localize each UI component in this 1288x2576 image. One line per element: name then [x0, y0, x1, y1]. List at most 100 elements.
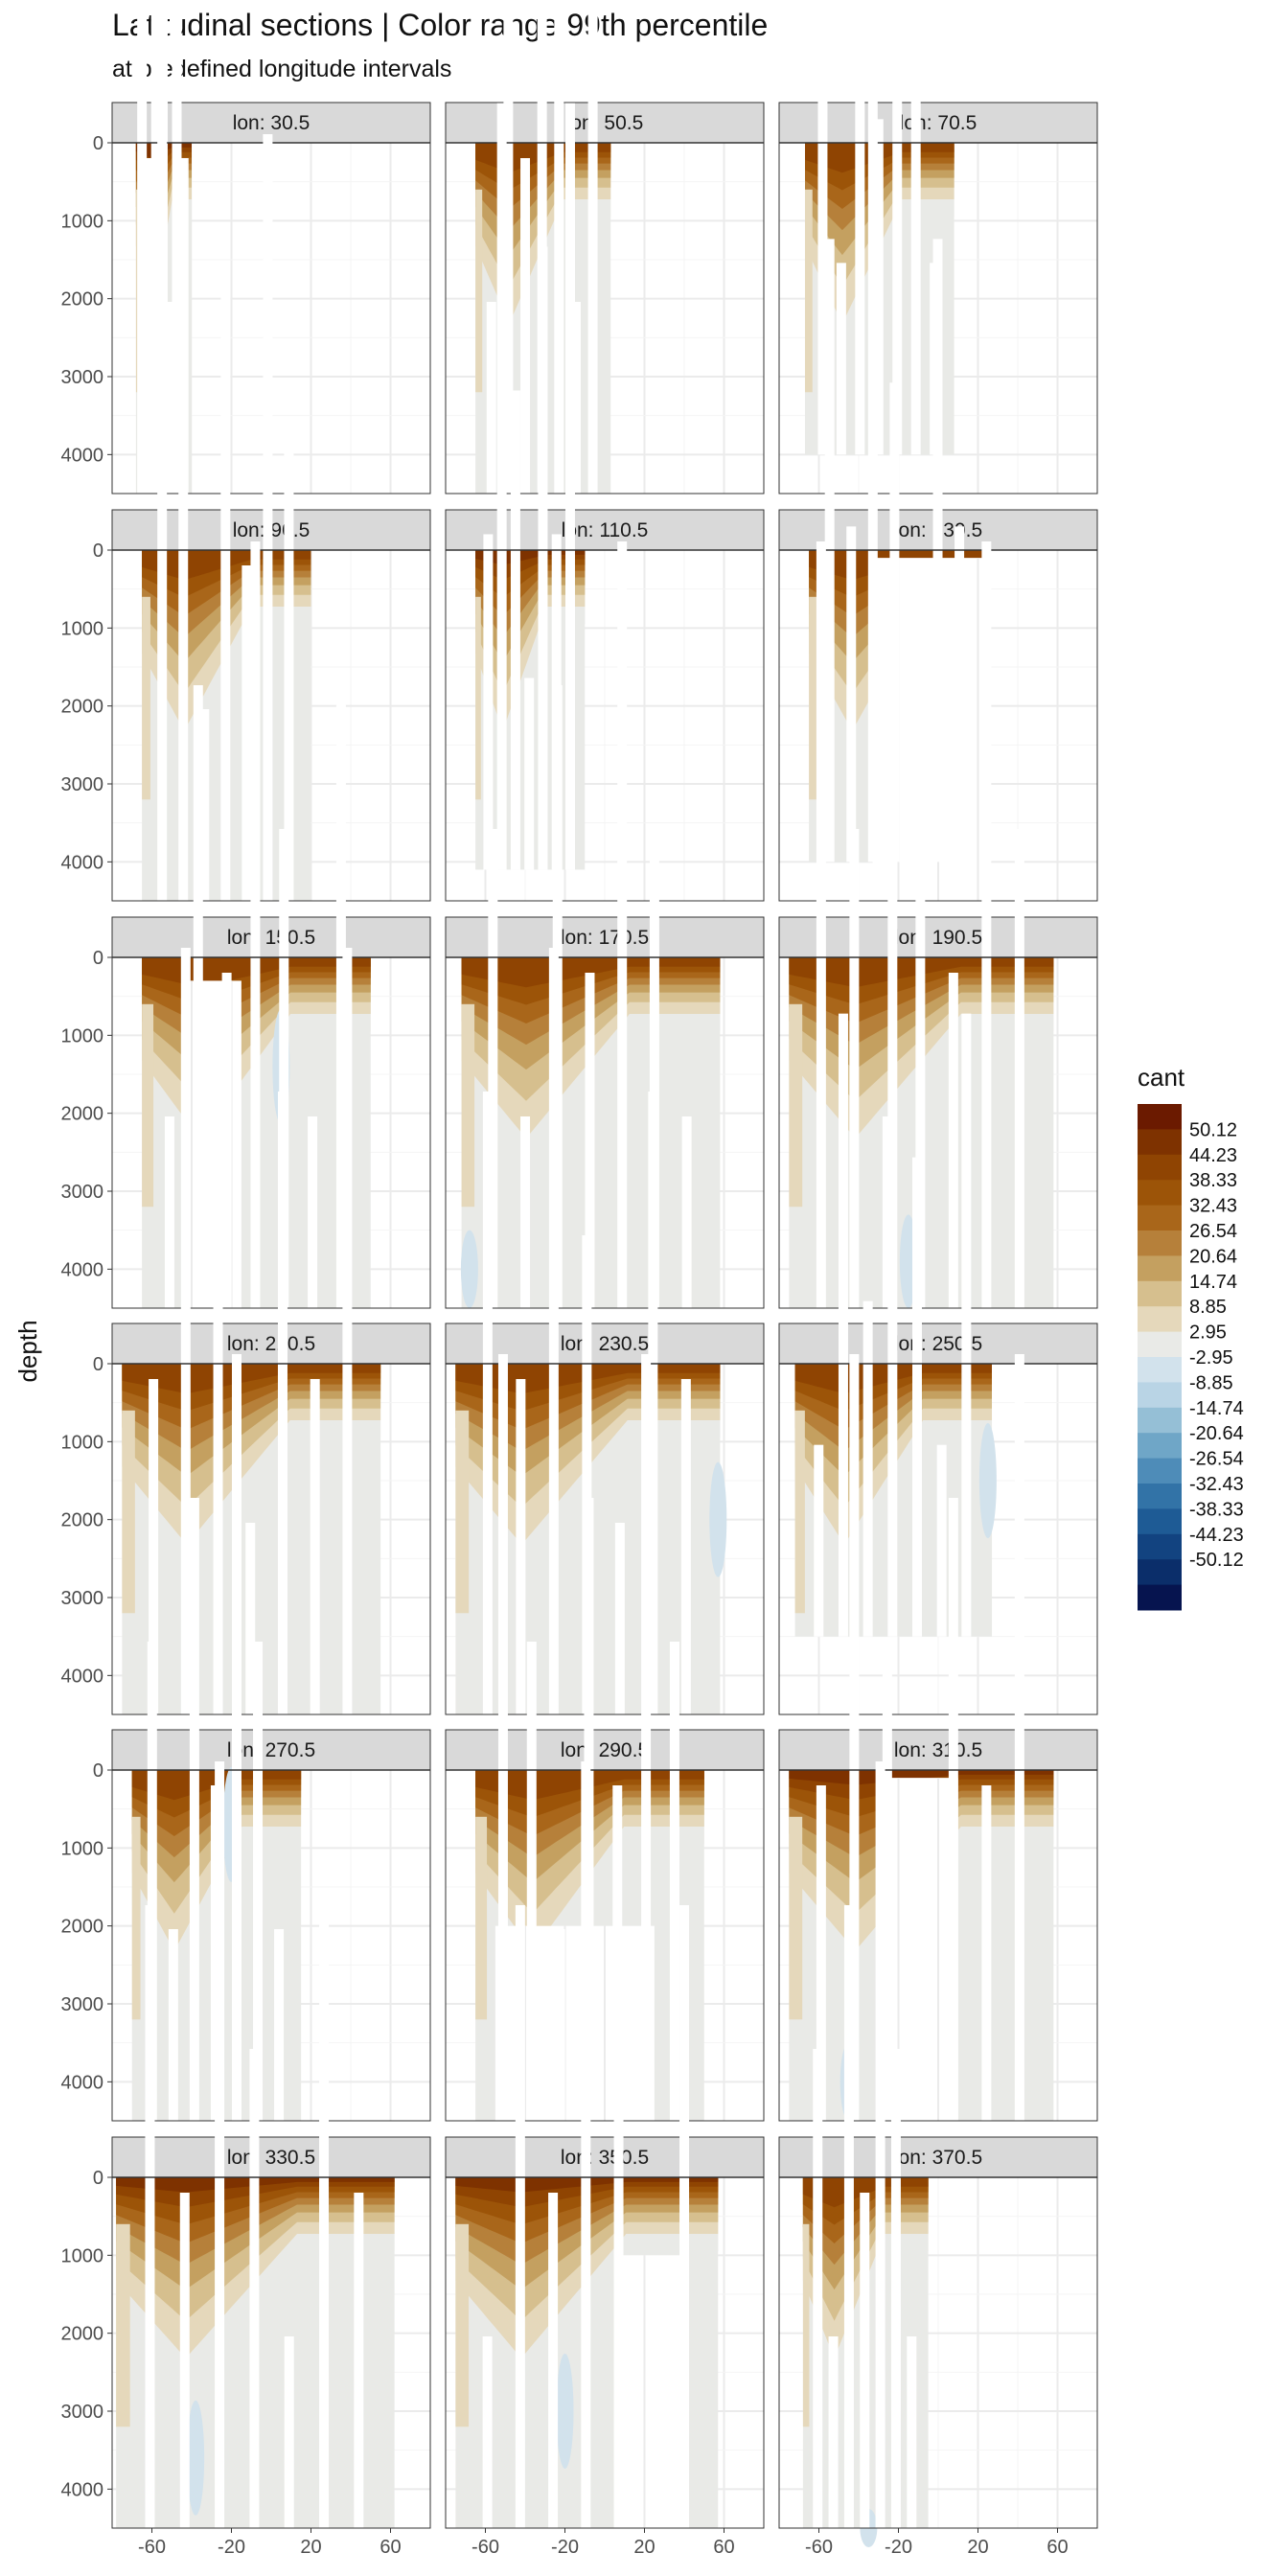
y-tick-label: 4000: [61, 2479, 104, 2500]
bathymetry-notch: [612, 1785, 623, 2121]
bathymetry-notch: [172, 0, 182, 494]
y-tick-label: 3000: [61, 1994, 104, 2015]
bathymetry-notch: [954, 526, 965, 862]
southern-flank-band: [142, 596, 150, 800]
x-tick-label: -20: [885, 2537, 912, 2558]
legend-label: -2.95: [1189, 1347, 1233, 1368]
bathymetry-notch: [245, 1523, 256, 1714]
panel-8: lon: 170.5: [445, 541, 765, 1309]
negative-cant-patch: [978, 1423, 997, 1538]
panel-frame: [111, 1769, 431, 2122]
panel-strip: [778, 102, 1098, 144]
panel-strip-label: lon: 50.5: [566, 112, 644, 134]
bathymetry-notch: [520, 1116, 531, 1308]
negative-cant-patch: [187, 2400, 205, 2516]
section-fill: [142, 541, 371, 1308]
panel-strip-label: lon: 30.5: [233, 112, 310, 134]
bathymetry-notch: [548, 948, 559, 1714]
y-tick-label: 1000: [61, 618, 104, 639]
southern-flank-band: [461, 1003, 475, 1208]
y-tick-label: 1000: [61, 211, 104, 232]
legend-label: 50.12: [1189, 1119, 1237, 1140]
panel-strip: [111, 1729, 431, 1771]
x-tick-label: 60: [713, 2537, 734, 2558]
bathymetry-notch: [614, 1523, 625, 1714]
y-tick-label: 0: [93, 948, 104, 969]
panel-strip-label: lon: 190.5: [894, 927, 982, 949]
panel-1: lon: 30.5 0 1000 2000 3000 4000: [61, 0, 431, 494]
southern-flank-band: [131, 1816, 141, 2020]
bathymetry-notch: [813, 2049, 823, 2528]
bathymetry-notch: [936, 1444, 947, 1637]
panel-strip-label: lon: 230.5: [561, 1333, 649, 1355]
x-tick-label: -20: [551, 2537, 579, 2558]
legend-swatch: [1138, 1205, 1182, 1231]
y-tick-label: 4000: [61, 445, 104, 466]
bathymetry-notch: [582, 1235, 592, 1714]
bathymetry-notch: [310, 1379, 320, 1714]
x-tick-label: -60: [138, 2537, 166, 2558]
legend-label: 8.85: [1189, 1297, 1227, 1318]
bathymetry-notch: [849, 829, 860, 1308]
legend-label: -14.74: [1189, 1398, 1244, 1419]
legend-label: 2.95: [1189, 1322, 1227, 1344]
bathymetry-notch: [892, 0, 903, 455]
panel-strip: [111, 1322, 431, 1365]
bathymetry-notch: [915, 685, 926, 1308]
southern-flank-band: [809, 596, 818, 800]
legend-swatch: [1138, 1280, 1182, 1307]
y-tick-label: 2000: [61, 289, 104, 310]
legend: cant 50.12 44.23 38.33 32.43 26.54 20.64 14.74…: [1138, 1063, 1244, 1611]
bathymetry-notch: [179, 2193, 190, 2528]
panel-strip-label: lon: 350.5: [561, 2147, 649, 2169]
panel-16: lon: 330.5 0 1000 2000 3000 4000 -60 -20 20 60: [61, 1761, 431, 2558]
section-fill: [116, 1761, 395, 2528]
y-tick-label: 0: [93, 133, 104, 154]
panel-strip-label: lon: 150.5: [227, 927, 315, 949]
bathymetry-notch: [178, 158, 189, 494]
data-gap: [181, 980, 242, 1308]
panel-strip: [778, 1322, 1098, 1365]
bathymetry-notch: [907, 2336, 917, 2528]
negative-cant-patch: [460, 1230, 478, 1309]
legend-swatch: [1138, 1584, 1182, 1611]
bathymetry-notch: [168, 1929, 178, 2121]
bathymetry-notch: [496, 103, 507, 870]
bathymetry-notch: [554, 14, 564, 494]
bathymetry-notch: [164, 1116, 174, 1308]
panel-frame: [445, 2176, 765, 2529]
bathymetry-notch: [180, 948, 191, 1714]
x-tick-label: 20: [633, 2537, 655, 2558]
southern-flank-band: [475, 189, 483, 393]
panel-7: lon: 150.5 0 1000 2000 3000 4000: [61, 541, 431, 1309]
legend-label: -44.23: [1189, 1525, 1244, 1546]
bathymetry-notch: [279, 829, 289, 1308]
panel-strip: [778, 1729, 1098, 1771]
bathymetry-notch: [335, 685, 346, 1308]
y-tick-label: 0: [93, 1760, 104, 1782]
y-tick-label: 4000: [61, 852, 104, 873]
panel-strip-label: lon: 110.5: [562, 519, 649, 541]
bathymetry-notch: [482, 1092, 493, 1714]
bathymetry-notch: [165, 302, 175, 494]
bathymetry-notch: [284, 2336, 294, 2528]
panel-frame: [778, 1363, 1098, 1715]
bathymetry-notch: [873, 119, 884, 455]
bathymetry-notch: [199, 709, 210, 901]
legend-swatch: [1138, 1382, 1182, 1409]
bathymetry-notch: [516, 1379, 526, 1714]
bathymetry-notch: [948, 973, 958, 1308]
bathymetry-notch: [890, 2049, 901, 2528]
bathymetry-notch: [524, 678, 535, 870]
bathymetry-notch: [570, 302, 581, 494]
data-gap: [872, 558, 982, 901]
bathymetry-notch: [510, 390, 520, 870]
bathymetry-notch: [555, 1929, 565, 2121]
panel-2: lon: 50.5: [445, 0, 765, 494]
southern-flank-band: [804, 189, 813, 393]
x-tick-label: 20: [967, 2537, 988, 2558]
panel-frame: [111, 1363, 431, 1715]
y-tick-label: 2000: [61, 2324, 104, 2345]
panel-frame: [445, 1363, 765, 1715]
